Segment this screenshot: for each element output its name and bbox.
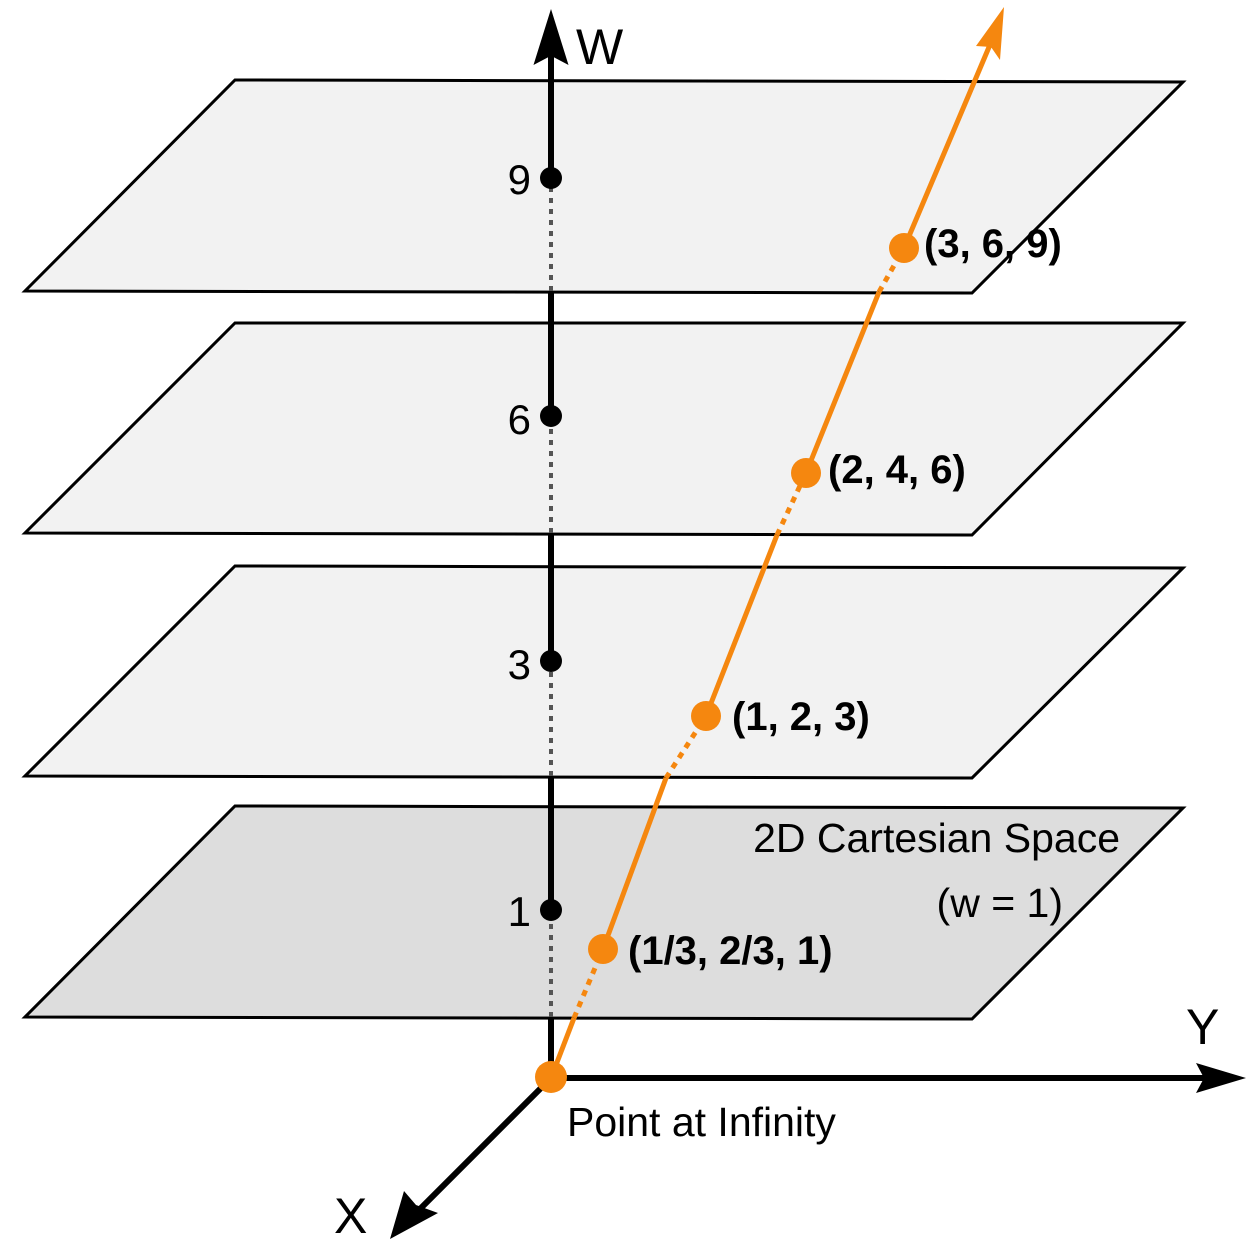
w-tick-dot-9 bbox=[540, 167, 562, 189]
point-at-infinity-label: Point at Infinity bbox=[567, 1099, 836, 1145]
point-label-third-twothirds-1: (1/3, 2/3, 1) bbox=[628, 929, 833, 973]
cartesian-space-title: 2D Cartesian Space bbox=[753, 815, 1120, 861]
x-axis bbox=[417, 1075, 554, 1212]
cartesian-space-subtitle: (w = 1) bbox=[937, 880, 1063, 926]
point-3-6-9 bbox=[889, 233, 919, 263]
w-tick-label-6: 6 bbox=[508, 396, 531, 443]
projection-ray-arrowhead bbox=[976, 7, 1004, 60]
point-1-2-3 bbox=[691, 701, 721, 731]
point-label-1-2-3: (1, 2, 3) bbox=[732, 695, 870, 739]
plane-w1-cartesian bbox=[21, 804, 1187, 1021]
w-tick-label-3: 3 bbox=[508, 641, 531, 688]
w-tick-dot-1 bbox=[540, 899, 562, 921]
w-tick-dot-3 bbox=[540, 650, 562, 672]
x-axis-arrowhead bbox=[390, 1191, 438, 1239]
point-label-3-6-9: (3, 6, 9) bbox=[924, 222, 1062, 266]
point-label-2-4-6: (2, 4, 6) bbox=[828, 448, 966, 492]
y-axis-label: Y bbox=[1186, 999, 1219, 1055]
y-axis-arrowhead bbox=[1196, 1063, 1246, 1093]
point-third-twothirds-1 bbox=[588, 934, 618, 964]
point-at-infinity-dot bbox=[535, 1061, 567, 1093]
w-tick-label-9: 9 bbox=[508, 156, 531, 203]
plane-w6 bbox=[21, 321, 1187, 537]
w-tick-label-1: 1 bbox=[508, 888, 531, 935]
x-axis-label: X bbox=[334, 1188, 367, 1244]
plane-w3 bbox=[21, 564, 1187, 780]
w-tick-dot-6 bbox=[540, 405, 562, 427]
w-axis-arrowhead bbox=[533, 8, 569, 66]
point-2-4-6 bbox=[791, 458, 821, 488]
w-axis-label: W bbox=[576, 19, 624, 75]
